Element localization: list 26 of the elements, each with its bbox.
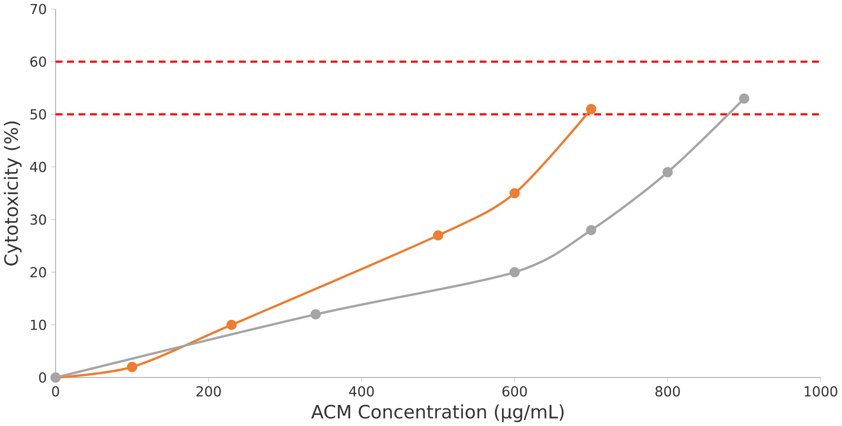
point xyxy=(509,188,520,198)
point xyxy=(509,267,520,278)
point xyxy=(586,104,596,114)
y-tick-label: 50 xyxy=(30,109,46,120)
point xyxy=(226,320,237,330)
point xyxy=(586,224,596,236)
point xyxy=(739,93,750,104)
x-tick-label: 600 xyxy=(502,386,527,397)
x-tick-label: 400 xyxy=(349,386,374,397)
x-tick-label: 800 xyxy=(655,386,680,397)
y-tick-label: 20 xyxy=(30,267,46,278)
y-tick-label: 40 xyxy=(30,162,46,172)
x-tick-label: 0 xyxy=(52,386,60,397)
y-axis-title: Cytotoxicity (%) xyxy=(4,122,22,266)
y-tick-label: 0 xyxy=(39,372,46,383)
y-tick-label: 30 xyxy=(30,214,46,225)
x-axis-title: ACM Concentration (μg/mL) xyxy=(311,404,564,422)
point xyxy=(662,167,673,178)
x-tick-label: 200 xyxy=(196,386,221,397)
y-tick-label: 10 xyxy=(30,320,46,330)
x-tick-label: 1000 xyxy=(804,386,838,397)
point xyxy=(126,362,138,372)
point xyxy=(310,309,321,320)
y-tick-label: 70 xyxy=(30,4,46,14)
point xyxy=(432,230,444,241)
y-tick-label: 60 xyxy=(30,56,46,67)
